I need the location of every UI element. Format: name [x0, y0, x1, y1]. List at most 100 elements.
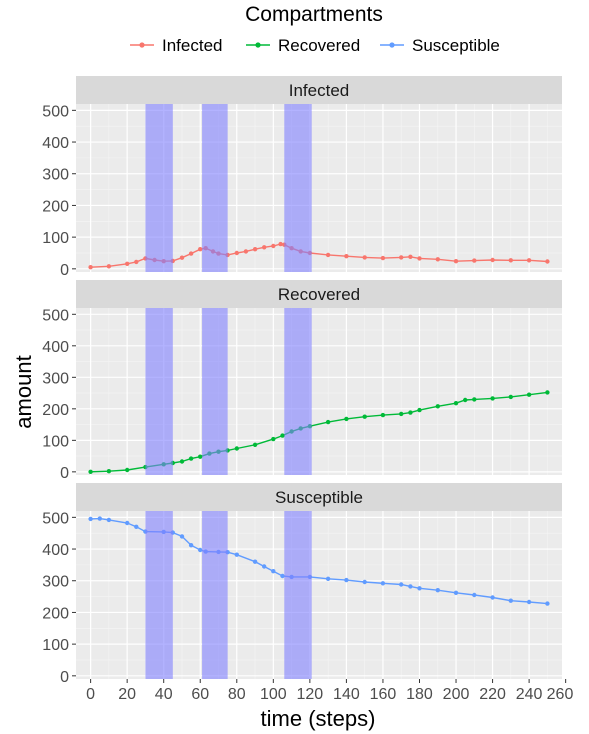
data-point	[234, 446, 239, 451]
data-point	[271, 436, 276, 442]
data-point	[325, 576, 331, 581]
highlight-band	[284, 104, 312, 272]
data-point	[134, 259, 139, 265]
data-point	[252, 559, 258, 564]
data-point	[526, 258, 532, 263]
data-point	[188, 456, 194, 461]
highlight-band	[145, 308, 173, 475]
data-point	[545, 259, 550, 264]
data-point	[344, 416, 349, 422]
x-axis: 0 20 40 60 80 100 120 140 160 180 200 220 240 260	[86, 679, 573, 703]
data-point	[545, 601, 550, 606]
x-tick-label: 140	[333, 686, 360, 703]
x-tick-label: 260	[547, 686, 574, 703]
data-point	[380, 255, 386, 261]
legend-entry-recovered: Recovered	[246, 36, 360, 55]
legend-title: Compartments	[245, 3, 383, 26]
legend-key-point	[139, 42, 145, 48]
data-point	[88, 516, 93, 522]
data-point	[188, 251, 194, 256]
y-tick-label: 500	[42, 103, 69, 120]
data-point	[362, 255, 367, 260]
data-point	[243, 249, 249, 254]
highlight-band	[202, 511, 228, 679]
data-point	[417, 586, 422, 591]
x-tick-label: 200	[443, 686, 470, 703]
data-point	[252, 442, 258, 447]
legend-label: Infected	[162, 36, 223, 55]
x-tick-label: 220	[479, 686, 506, 703]
data-point	[134, 524, 139, 529]
panels: Infected 0 100 200 300 400 500 Recovered 0 100 200…	[42, 76, 567, 686]
x-tick-label: 60	[191, 686, 209, 703]
x-tick-label: 40	[155, 686, 173, 703]
data-point	[508, 394, 513, 400]
data-point	[399, 411, 404, 417]
data-point	[344, 577, 349, 583]
data-point	[526, 392, 532, 397]
data-point	[362, 579, 367, 585]
data-point	[325, 419, 331, 425]
x-tick-label: 120	[297, 686, 324, 703]
data-point	[280, 573, 285, 579]
facet-strip-label: Recovered	[278, 285, 360, 304]
data-point	[399, 582, 404, 587]
data-point	[399, 255, 404, 260]
data-point	[508, 598, 513, 603]
highlight-band	[202, 104, 228, 272]
y-axis-title: amount	[11, 355, 36, 428]
data-point	[125, 261, 130, 266]
data-point	[278, 241, 283, 247]
data-point	[106, 264, 112, 269]
facet-strip	[76, 483, 562, 511]
y-tick-label: 100	[42, 230, 69, 247]
data-point	[234, 552, 239, 557]
y-tick-label: 300	[42, 574, 69, 591]
data-point	[408, 254, 413, 259]
y-tick-label: 200	[42, 198, 69, 215]
data-point	[453, 590, 459, 595]
data-point	[179, 459, 185, 464]
data-point	[188, 543, 194, 548]
data-point	[362, 414, 367, 419]
data-point	[198, 247, 203, 252]
data-point	[280, 433, 285, 438]
data-point	[271, 569, 276, 574]
data-point	[179, 534, 185, 539]
legend-key-point	[255, 42, 261, 48]
facet-strip-label: Susceptible	[275, 488, 363, 507]
highlight-band	[284, 511, 312, 679]
y-tick-label: 400	[42, 542, 69, 559]
data-point	[97, 516, 103, 521]
data-point	[490, 595, 495, 600]
y-tick-label: 100	[42, 637, 69, 654]
data-point	[408, 410, 413, 415]
y-tick-label: 100	[42, 433, 69, 450]
data-point	[435, 257, 440, 262]
y-tick-label: 400	[42, 135, 69, 152]
legend-key-point	[389, 42, 395, 48]
legend-label: Susceptible	[412, 36, 500, 55]
panel-recovered: Recovered 0 100 200 300 400 500	[42, 280, 567, 482]
x-tick-label: 0	[86, 686, 95, 703]
data-point	[252, 247, 258, 252]
y-tick-label: 400	[42, 339, 69, 356]
legend-label: Recovered	[278, 36, 360, 55]
data-point	[526, 599, 532, 605]
data-point	[125, 520, 130, 526]
data-point	[344, 254, 349, 259]
data-point	[380, 412, 386, 418]
data-point	[435, 588, 440, 593]
legend: Infected Recovered Susceptible	[130, 36, 500, 55]
data-point	[380, 581, 386, 586]
x-tick-label: 100	[260, 686, 287, 703]
data-point	[490, 396, 495, 401]
data-point	[88, 265, 93, 270]
data-point	[453, 259, 459, 264]
data-point	[262, 564, 267, 569]
x-tick-label: 180	[406, 686, 433, 703]
data-point	[106, 517, 112, 523]
data-point	[125, 467, 130, 473]
y-tick-label: 0	[60, 262, 69, 279]
